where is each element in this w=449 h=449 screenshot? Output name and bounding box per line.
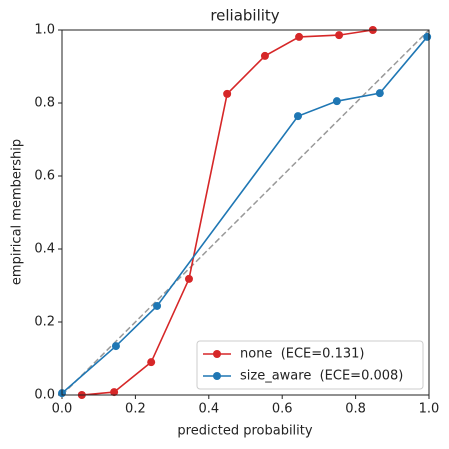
x-tick-label: 0.4 <box>198 402 219 417</box>
y-tick-label: 0.0 <box>34 388 55 403</box>
plot-frame <box>61 29 430 396</box>
legend-marker <box>213 372 221 380</box>
legend-label: size_aware (ECE=0.008) <box>240 369 403 384</box>
point <box>153 301 162 310</box>
legend-label: none (ECE=0.131) <box>240 347 364 362</box>
x-axis-label: predicted probability <box>177 424 312 439</box>
point <box>293 112 302 121</box>
point <box>260 51 269 60</box>
y-tick-label: 0.4 <box>34 242 55 257</box>
legend-marker <box>213 350 221 358</box>
legend-box <box>196 340 424 390</box>
point <box>147 358 156 367</box>
y-tick-label: 0.8 <box>34 96 55 111</box>
x-tick-label: 0.6 <box>272 402 293 417</box>
point <box>111 342 120 351</box>
x-tick-label: 0.2 <box>125 402 146 417</box>
y-tick-label: 0.6 <box>34 169 55 184</box>
x-tick-label: 0.8 <box>345 402 366 417</box>
point <box>423 32 432 41</box>
point <box>295 32 304 41</box>
point <box>375 89 384 98</box>
point <box>335 31 344 40</box>
point <box>332 97 341 106</box>
y-tick-label: 1.0 <box>34 23 55 38</box>
point <box>110 388 119 397</box>
y-tick-label: 0.2 <box>34 315 55 330</box>
x-tick-label: 0.0 <box>52 402 73 417</box>
point <box>223 89 232 98</box>
y-axis-label: empirical membership <box>10 139 25 285</box>
chart-title: reliability <box>210 7 279 25</box>
x-tick-label: 1.0 <box>419 402 440 417</box>
reference-line <box>61 29 430 396</box>
point <box>184 274 193 283</box>
